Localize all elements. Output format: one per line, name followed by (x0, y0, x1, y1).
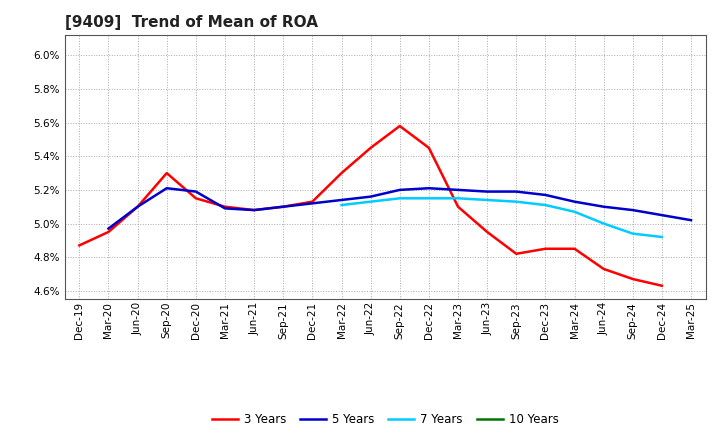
3 Years (163, 170, 171, 176)
7 Years (425, 196, 433, 201)
7 Years (629, 231, 637, 236)
3 Years (629, 276, 637, 282)
3 Years (279, 204, 287, 209)
7 Years (541, 202, 550, 208)
5 Years (250, 207, 258, 213)
3 Years (337, 170, 346, 176)
3 Years (133, 204, 142, 209)
3 Years (454, 204, 462, 209)
5 Years (163, 186, 171, 191)
5 Years (425, 186, 433, 191)
5 Years (687, 217, 696, 223)
7 Years (454, 196, 462, 201)
3 Years (366, 145, 375, 150)
5 Years (279, 204, 287, 209)
5 Years (483, 189, 492, 194)
3 Years (512, 251, 521, 257)
3 Years (599, 266, 608, 271)
5 Years (541, 192, 550, 198)
5 Years (366, 194, 375, 199)
3 Years (483, 229, 492, 235)
5 Years (220, 206, 229, 211)
5 Years (657, 213, 666, 218)
5 Years (337, 198, 346, 203)
7 Years (570, 209, 579, 214)
3 Years (541, 246, 550, 251)
7 Years (483, 198, 492, 203)
5 Years (192, 189, 200, 194)
5 Years (395, 187, 404, 193)
3 Years (192, 196, 200, 201)
5 Years (629, 207, 637, 213)
3 Years (104, 229, 113, 235)
3 Years (250, 207, 258, 213)
3 Years (75, 243, 84, 248)
Line: 3 Years: 3 Years (79, 126, 662, 286)
3 Years (395, 123, 404, 128)
Legend: 3 Years, 5 Years, 7 Years, 10 Years: 3 Years, 5 Years, 7 Years, 10 Years (207, 408, 564, 431)
5 Years (512, 189, 521, 194)
5 Years (454, 187, 462, 193)
3 Years (220, 204, 229, 209)
Line: 7 Years: 7 Years (341, 198, 662, 237)
7 Years (337, 202, 346, 208)
5 Years (570, 199, 579, 204)
7 Years (657, 235, 666, 240)
5 Years (599, 204, 608, 209)
7 Years (599, 221, 608, 226)
7 Years (395, 196, 404, 201)
3 Years (570, 246, 579, 251)
3 Years (657, 283, 666, 288)
5 Years (308, 201, 317, 206)
3 Years (308, 199, 317, 204)
7 Years (512, 199, 521, 204)
5 Years (104, 226, 113, 231)
3 Years (425, 145, 433, 150)
7 Years (366, 199, 375, 204)
5 Years (133, 204, 142, 209)
Text: [9409]  Trend of Mean of ROA: [9409] Trend of Mean of ROA (65, 15, 318, 30)
Line: 5 Years: 5 Years (109, 188, 691, 228)
